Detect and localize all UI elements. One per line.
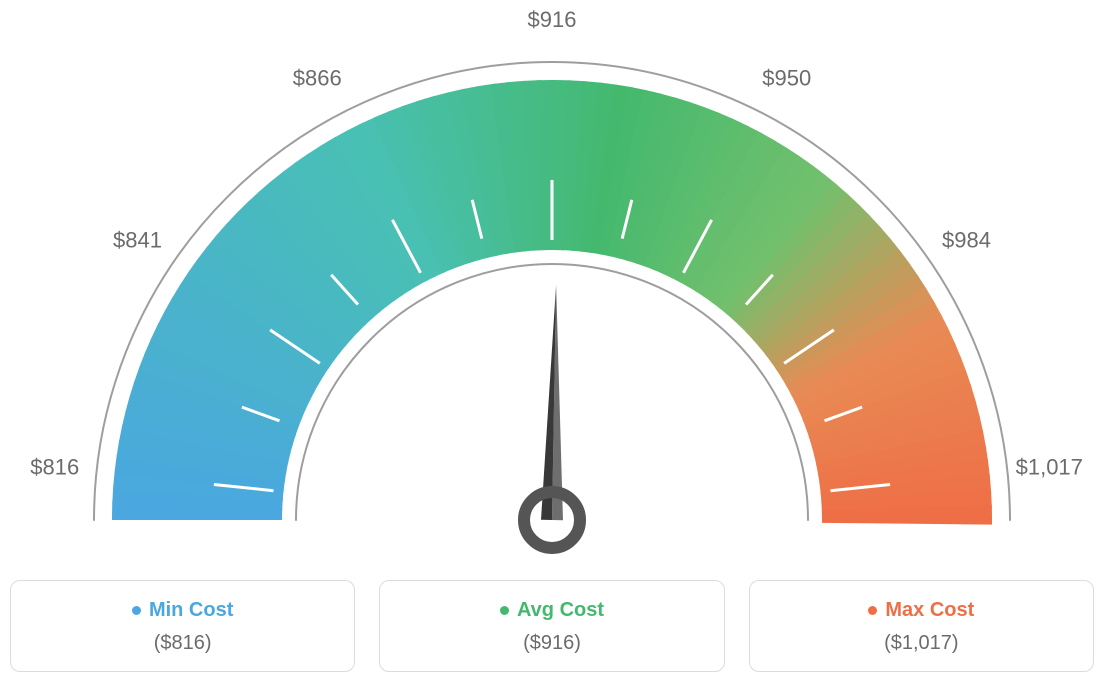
legend-value-min: ($816) xyxy=(154,632,212,655)
svg-text:$984: $984 xyxy=(942,227,991,252)
legend-label-min: Min Cost xyxy=(149,599,233,622)
legend-row: Min Cost ($816) Avg Cost ($916) Max Cost… xyxy=(10,580,1094,672)
legend-card-max: Max Cost ($1,017) xyxy=(749,580,1094,672)
legend-label-avg: Avg Cost xyxy=(517,599,604,622)
legend-card-avg: Avg Cost ($916) xyxy=(379,580,724,672)
svg-text:$1,017: $1,017 xyxy=(1016,455,1082,480)
legend-card-min: Min Cost ($816) xyxy=(10,580,355,672)
svg-text:$841: $841 xyxy=(113,227,162,252)
svg-text:$916: $916 xyxy=(528,10,577,32)
gauge-chart: $816 $841 $866 $916 $950 $984 $1,017 xyxy=(10,10,1094,570)
legend-title-avg: Avg Cost xyxy=(500,599,604,622)
svg-text:$950: $950 xyxy=(762,66,811,91)
legend-label-max: Max Cost xyxy=(885,599,974,622)
gauge-svg: $816 $841 $866 $916 $950 $984 $1,017 xyxy=(22,10,1082,570)
svg-text:$816: $816 xyxy=(30,455,79,480)
legend-dot-max xyxy=(868,606,877,615)
legend-value-max: ($1,017) xyxy=(884,632,959,655)
legend-title-min: Min Cost xyxy=(132,599,233,622)
legend-title-max: Max Cost xyxy=(868,599,974,622)
legend-dot-min xyxy=(132,606,141,615)
legend-dot-avg xyxy=(500,606,509,615)
svg-text:$866: $866 xyxy=(293,66,342,91)
legend-value-avg: ($916) xyxy=(523,632,581,655)
